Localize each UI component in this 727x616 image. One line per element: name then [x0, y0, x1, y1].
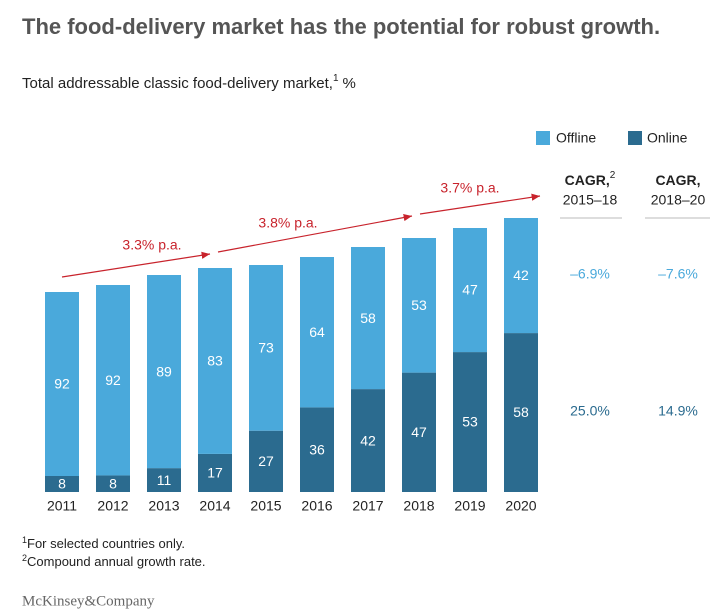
bar-label: 73 [258, 340, 274, 356]
bar-segment [198, 268, 232, 454]
bar-label: 47 [411, 424, 427, 440]
bar-label: 17 [207, 465, 223, 481]
bar-segment [351, 247, 385, 390]
growth-label: 3.7% p.a. [440, 180, 499, 196]
cagr-value: –6.9% [570, 266, 610, 282]
bar-segment [300, 407, 334, 492]
source-logo: McKinsey&Company [22, 593, 155, 609]
bar-segment [147, 468, 181, 492]
x-tick-label: 2017 [352, 498, 383, 514]
x-tick-label: 2020 [505, 498, 536, 514]
bar-segment [147, 275, 181, 469]
cagr-value: 25.0% [570, 403, 610, 419]
growth-label: 3.8% p.a. [258, 215, 317, 231]
bar-segment [504, 333, 538, 492]
growth-arrow [419, 193, 541, 215]
bar-label: 89 [156, 363, 172, 379]
bar-segment [402, 238, 436, 373]
bar-segment [504, 218, 538, 334]
subtitle-unit: % [343, 75, 356, 92]
bar-label: 53 [411, 297, 427, 313]
footnote-marker: 2 [22, 553, 27, 563]
bar-label: 58 [513, 404, 529, 420]
bar-label: 27 [258, 453, 274, 469]
x-tick-label: 2011 [47, 498, 77, 514]
growth-arrow [61, 251, 211, 278]
footnote-text: Compound annual growth rate. [27, 554, 206, 569]
cagr-note: 2 [610, 170, 616, 181]
cagr-period: 2015–18 [563, 192, 618, 208]
cagr-period: 2018–20 [651, 192, 706, 208]
legend-swatch [536, 131, 550, 145]
bar-segment [351, 389, 385, 492]
x-tick-label: 2019 [454, 498, 485, 514]
subtitle-note: 1 [333, 73, 339, 84]
x-tick-label: 2015 [250, 498, 281, 514]
cagr-header: CAGR, [655, 172, 700, 188]
bar-label: 42 [513, 267, 529, 283]
bar-segment [45, 292, 79, 476]
x-tick-label: 2012 [97, 498, 128, 514]
footnote-marker: 1 [22, 535, 27, 545]
x-tick-label: 2014 [199, 498, 230, 514]
cagr-value: 14.9% [658, 403, 698, 419]
footnote-text: For selected countries only. [27, 536, 185, 551]
subtitle-text: Total addressable classic food-delivery … [22, 75, 333, 92]
bar-label: 64 [309, 324, 325, 340]
bar-label: 8 [109, 475, 117, 491]
x-tick-label: 2018 [403, 498, 434, 514]
footnote: 2Compound annual growth rate. [22, 553, 206, 569]
bar-segment [198, 453, 232, 492]
cagr-header: CAGR,2 [565, 170, 616, 188]
bar-segment [402, 372, 436, 492]
bar-label: 11 [157, 472, 172, 488]
bar-label: 58 [360, 310, 376, 326]
bar-segment [249, 430, 283, 492]
legend-swatch [628, 131, 642, 145]
bar-segment [453, 228, 487, 353]
bar-segment [453, 352, 487, 492]
bar-segment [96, 285, 130, 476]
cagr-title: CAGR, [655, 172, 700, 188]
bar-segment [45, 476, 79, 492]
cagr-value: –7.6% [658, 266, 698, 282]
bar-segment [300, 257, 334, 408]
bar-label: 92 [54, 376, 70, 392]
bar-label: 8 [58, 476, 66, 492]
growth-arrow [217, 213, 413, 253]
chart-title: The food-delivery market has the potenti… [22, 14, 660, 39]
bar-label: 42 [360, 432, 376, 448]
bar-label: 53 [462, 414, 478, 430]
bar-segment [249, 265, 283, 431]
legend-label: Offline [556, 130, 596, 146]
bar-label: 83 [207, 353, 223, 369]
x-tick-label: 2013 [148, 498, 179, 514]
footnote: 1For selected countries only. [22, 535, 185, 551]
cagr-title: CAGR, [565, 172, 610, 188]
bar-segment [96, 475, 130, 492]
bar-label: 47 [462, 282, 478, 298]
subtitle: Total addressable classic food-delivery … [22, 73, 356, 92]
x-tick-label: 2016 [301, 498, 332, 514]
legend-label: Online [647, 130, 688, 146]
bar-label: 36 [309, 441, 325, 457]
bar-label: 92 [105, 372, 121, 388]
growth-label: 3.3% p.a. [122, 237, 181, 253]
